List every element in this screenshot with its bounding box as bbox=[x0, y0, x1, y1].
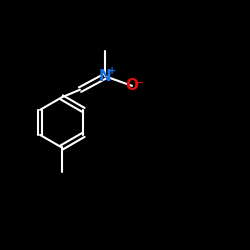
Text: +: + bbox=[108, 66, 116, 76]
Text: N: N bbox=[99, 69, 112, 84]
Text: −: − bbox=[136, 77, 144, 87]
Text: O: O bbox=[126, 78, 138, 93]
